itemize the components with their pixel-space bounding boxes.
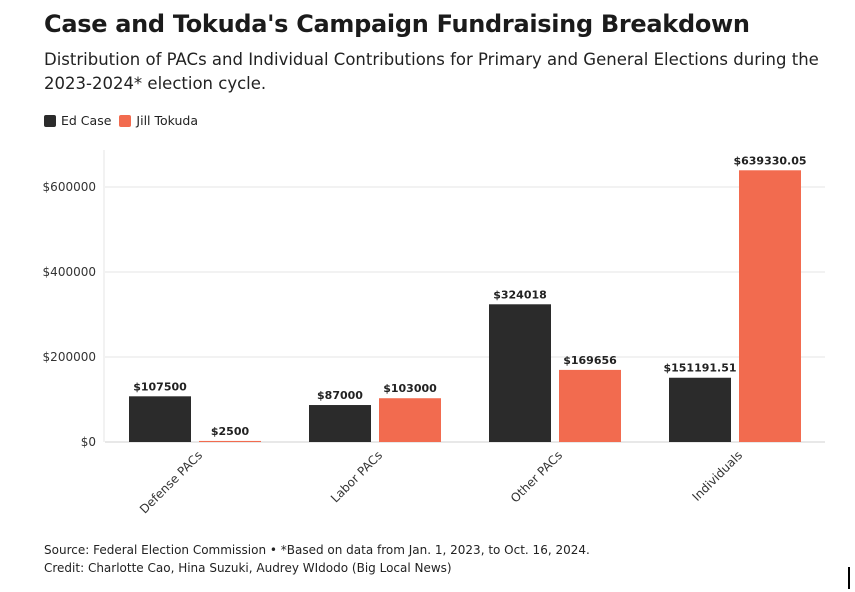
bar-chart: $0 $200000 $400000 $600000 $107500 $2500 Defen… [43,150,825,516]
legend-label-jill-tokuda: Jill Tokuda [136,113,199,128]
y-tick-label: $400000 [43,265,96,279]
y-tick-label: $0 [81,435,96,449]
source-note: Source: Federal Election Commission • *B… [44,543,590,557]
legend-item-jill-tokuda: Jill Tokuda [119,113,198,128]
data-label: $103000 [383,382,437,395]
legend-swatch-jill-tokuda [119,114,132,127]
legend: Ed Case Jill Tokuda [44,113,206,128]
data-label: $107500 [133,380,187,393]
data-label: $169656 [563,354,617,367]
y-tick-label: $600000 [43,180,96,194]
x-tick-label: Other PACs [508,448,565,505]
bar [309,405,371,442]
legend-item-ed-case: Ed Case [44,113,111,128]
bar [669,377,731,442]
bar [739,170,801,442]
footer: Source: Federal Election Commission • *B… [44,541,590,577]
y-tick-label: $200000 [43,350,96,364]
chart-title: Case and Tokuda's Campaign Fundraising B… [44,10,750,38]
bar [559,369,621,442]
bar [129,396,191,442]
bar [199,440,261,442]
data-label: $2500 [211,425,250,438]
x-tick-label: Labor PACs [328,448,385,505]
text-cursor [848,567,850,589]
data-label: $324018 [493,288,547,301]
bar [379,398,441,442]
legend-swatch-ed-case [44,114,56,127]
x-tick-label: Individuals [689,448,745,504]
bar [489,304,551,442]
legend-label-ed-case: Ed Case [61,113,112,128]
data-label: $87000 [317,389,363,402]
data-label: $151191.51 [663,362,736,375]
chart-subtitle: Distribution of PACs and Individual Cont… [44,50,819,93]
data-label: $639330.05 [733,154,806,167]
credit-note: Credit: Charlotte Cao, Hina Suzuki, Audr… [44,561,452,575]
x-tick-label: Defense PACs [137,448,205,516]
